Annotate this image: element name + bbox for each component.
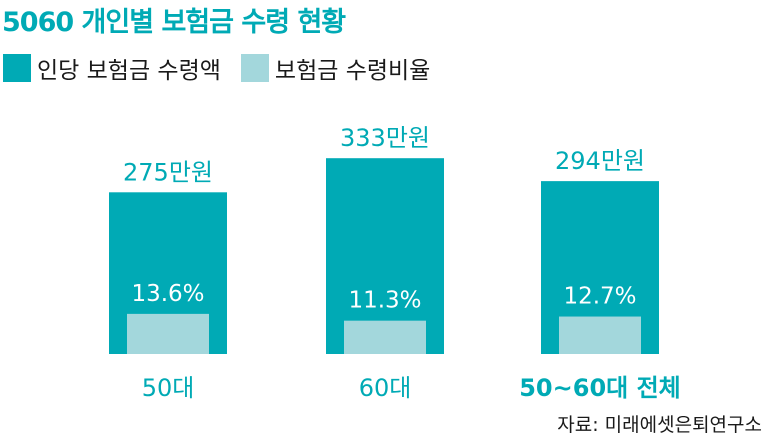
category-label-1: 60대 (359, 374, 412, 402)
value-label-amount-1: 333만원 (340, 124, 430, 152)
bar-ratio-1 (344, 320, 426, 354)
legend-label-ratio: 보험금 수령비율 (274, 58, 431, 84)
value-label-ratio-0: 13.6% (131, 281, 204, 307)
bar-ratio-0 (127, 313, 209, 354)
legend-swatch-ratio (240, 54, 269, 82)
value-label-ratio-2: 12.7% (563, 284, 636, 310)
legend: 인당 보험금 수령액 보험금 수령비율 (3, 51, 450, 85)
legend-item-amount: 인당 보험금 수령액 (3, 51, 221, 85)
chart-title: 5060 개인별 보험금 수령 현황 (2, 7, 346, 38)
legend-label-amount: 인당 보험금 수령액 (37, 58, 221, 84)
value-label-ratio-1: 11.3% (348, 288, 421, 314)
value-label-amount-0: 275만원 (123, 158, 213, 186)
category-label-0: 50대 (142, 374, 195, 402)
bar-ratio-2 (559, 316, 641, 354)
category-label-2: 50~60대 전체 (519, 374, 681, 402)
legend-item-ratio: 보험금 수령비율 (240, 51, 431, 85)
legend-swatch-amount (3, 54, 31, 82)
value-label-amount-2: 294만원 (555, 147, 645, 175)
source-note: 자료: 미래에셋은퇴연구소 (557, 414, 762, 436)
